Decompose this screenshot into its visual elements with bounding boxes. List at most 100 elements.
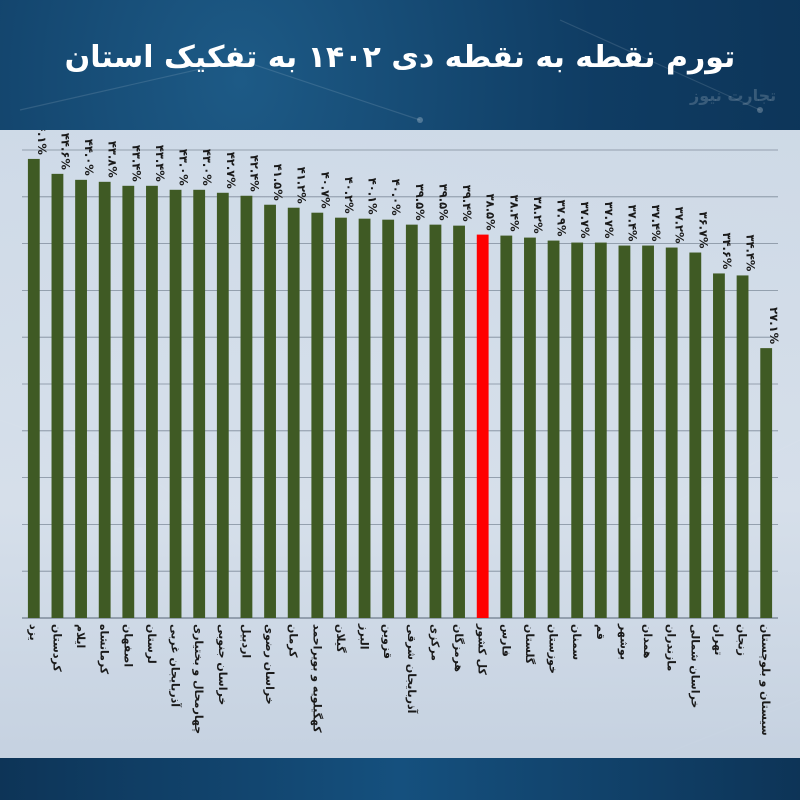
value-label: ۳۴.۴% — [744, 234, 758, 271]
bar — [264, 204, 276, 618]
bar — [193, 189, 206, 618]
value-label: ۳۹.۵% — [413, 184, 427, 221]
bar — [453, 225, 465, 618]
bar — [524, 237, 536, 618]
category-label: قم — [594, 624, 607, 640]
category-label: چهارمحال و بختیاری — [192, 624, 205, 734]
category-label: مرکزی — [428, 624, 441, 661]
category-label: سمنان — [570, 624, 583, 660]
category-label: خوزستان — [547, 624, 560, 674]
bar — [335, 217, 347, 619]
value-label: ۴۳.۸% — [106, 141, 120, 178]
value-label: ۴۳.۰% — [200, 149, 214, 186]
value-label: ۳۹.۵% — [436, 184, 450, 221]
bar — [405, 224, 418, 618]
category-label: سیستان و بلوچستان — [759, 624, 772, 736]
bar — [216, 192, 229, 618]
bar — [429, 224, 442, 618]
category-label: خراسان جنوبی — [216, 624, 229, 705]
value-label: ۳۷.۹% — [555, 200, 569, 237]
category-label: قزوین — [381, 624, 394, 659]
value-label: ۴۴.۰% — [82, 139, 96, 176]
value-label: ۳۷.۲% — [673, 207, 687, 244]
bar — [51, 173, 64, 618]
value-labels: ۴۶.۱% ۴۴.۶% ۴۴.۰% ۴۳.۸% ۴۳.۴% ۴۳.۴% ۴۳.۰% ۴۳.۰%… — [35, 130, 781, 345]
bar — [642, 245, 654, 618]
value-label: ۳۷.۷% — [602, 202, 616, 239]
value-label: ۴۳.۴% — [153, 145, 167, 182]
bar — [736, 275, 749, 618]
value-label: ۳۹.۴% — [460, 185, 474, 222]
value-label: ۴۰.۰% — [389, 179, 403, 216]
category-label: بوشهر — [617, 623, 630, 660]
bar — [689, 252, 702, 618]
bar — [760, 348, 773, 618]
category-label: اردبیل — [239, 624, 252, 658]
category-label: تهران — [712, 624, 725, 655]
category-label: آذربایجان غربی — [169, 624, 183, 707]
category-label: ایلام — [74, 624, 87, 648]
value-label: ۴۰.۷% — [318, 172, 332, 209]
category-label: کرمان — [287, 624, 300, 658]
value-label: ۴۳.۴% — [129, 145, 143, 182]
value-label: ۲۷.۱% — [767, 307, 781, 344]
bar — [358, 218, 371, 618]
category-label: گیلان — [334, 624, 347, 653]
value-label: ۴۴.۶% — [58, 133, 72, 170]
value-label: ۳۸.۵% — [484, 194, 498, 231]
bar — [382, 219, 395, 618]
bar — [27, 158, 40, 618]
value-label: ۳۷.۴% — [649, 205, 663, 242]
bar — [169, 189, 182, 618]
value-label: ۴۱.۲% — [295, 167, 309, 204]
grid-lines — [22, 149, 778, 619]
category-label: خراسان رضوی — [263, 624, 276, 705]
category-label: کردستان — [50, 624, 63, 672]
bar — [500, 235, 513, 618]
bars — [27, 158, 773, 619]
bar — [240, 195, 253, 618]
category-label: کهگیلویه و بویراحمد — [310, 624, 323, 733]
value-label: ۳۸.۴% — [507, 195, 521, 232]
bar — [713, 273, 725, 618]
category-label: کرمانشاه — [98, 624, 111, 675]
value-label: ۳۴.۶% — [720, 232, 734, 269]
bar — [665, 247, 678, 619]
bar — [122, 185, 135, 618]
bar — [287, 207, 300, 618]
category-label: لرستان — [145, 624, 158, 664]
value-label: ۴۲.۷% — [224, 152, 238, 189]
watermark-text: تجارت نیوز — [690, 86, 777, 105]
category-label: آذربایجان شرقی — [405, 624, 419, 714]
bar — [594, 242, 607, 618]
bar — [311, 212, 324, 618]
bottom-band — [0, 758, 800, 800]
category-label: زنجان — [736, 624, 749, 656]
bar — [618, 245, 631, 618]
value-label: ۳۶.۷% — [696, 212, 710, 249]
value-label: ۴۶.۱% — [35, 130, 49, 155]
category-labels: یزد کردستان ایلام کرمانشاه اصفهان لرستان آذربا… — [27, 623, 772, 736]
value-label: ۳۸.۲% — [531, 197, 545, 234]
value-label: ۴۲.۴% — [247, 155, 261, 192]
category-label: گلستان — [523, 624, 536, 665]
bar — [547, 240, 560, 618]
value-label: ۴۰.۱% — [366, 178, 380, 215]
bar-chart: ۴۶.۱% ۴۴.۶% ۴۴.۰% ۴۳.۸% ۴۳.۴% ۴۳.۴% ۴۳.۰% ۴۳.۰%… — [22, 130, 781, 736]
category-label: اصفهان — [121, 624, 134, 667]
value-label: ۳۷.۴% — [625, 205, 639, 242]
bar-highlight — [476, 234, 489, 618]
bar — [98, 181, 111, 618]
value-label: ۴۰.۲% — [342, 177, 356, 214]
category-label: هرمزگان — [452, 624, 465, 672]
bar — [146, 185, 158, 618]
category-label: کل کشور — [476, 623, 489, 675]
bar — [75, 179, 87, 619]
chart-title: تورم نقطه به نقطه دی ۱۴۰۲ به تفکیک استان — [64, 40, 736, 75]
value-label: ۴۳.۰% — [177, 149, 191, 186]
bar — [571, 242, 584, 618]
category-label: همدان — [641, 624, 654, 659]
category-label: فارس — [499, 624, 512, 657]
value-label: ۴۱.۵% — [271, 164, 285, 201]
value-label: ۳۷.۷% — [578, 202, 592, 239]
